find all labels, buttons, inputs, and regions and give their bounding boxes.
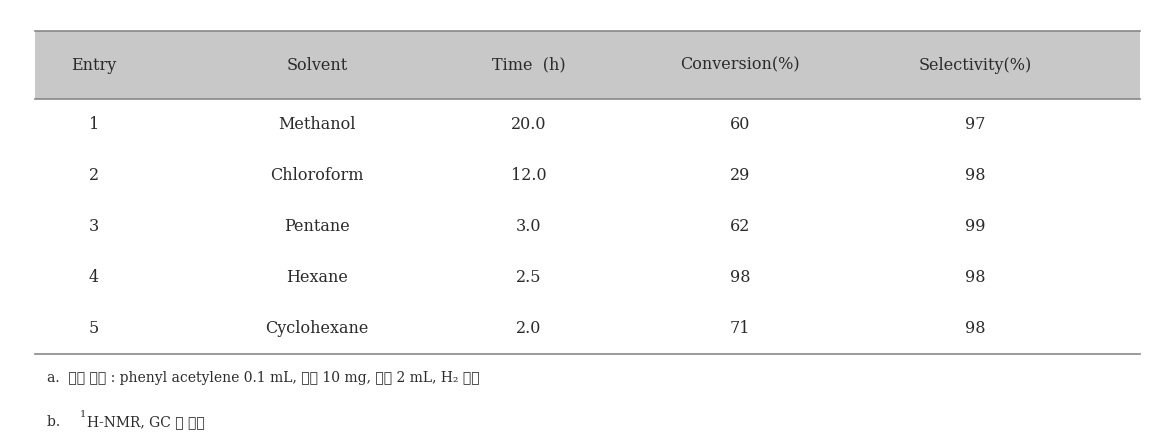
Text: 98: 98 bbox=[730, 269, 751, 286]
Text: b.: b. bbox=[47, 415, 69, 429]
Text: 1: 1 bbox=[89, 116, 99, 133]
Text: 98: 98 bbox=[965, 167, 986, 184]
Text: 2: 2 bbox=[89, 167, 99, 184]
Text: 62: 62 bbox=[730, 218, 751, 235]
Text: H-NMR, GC 로 확인: H-NMR, GC 로 확인 bbox=[87, 415, 204, 429]
Text: 1: 1 bbox=[80, 410, 86, 419]
Text: 3: 3 bbox=[89, 218, 99, 235]
Text: 29: 29 bbox=[730, 167, 751, 184]
Text: a.  반응 조건 : phenyl acetylene 0.1 mL, 촉매 10 mg, 용매 2 mL, H₂ 풍선: a. 반응 조건 : phenyl acetylene 0.1 mL, 촉매 1… bbox=[47, 371, 479, 385]
Text: 71: 71 bbox=[730, 320, 751, 337]
Text: 4: 4 bbox=[89, 269, 99, 286]
Text: 2.5: 2.5 bbox=[516, 269, 542, 286]
Text: 97: 97 bbox=[965, 116, 986, 133]
Text: 20.0: 20.0 bbox=[511, 116, 546, 133]
Text: Time  (h): Time (h) bbox=[492, 57, 565, 74]
Text: 98: 98 bbox=[965, 320, 986, 337]
Text: 98: 98 bbox=[965, 269, 986, 286]
Text: Conversion(%): Conversion(%) bbox=[680, 57, 800, 74]
Text: Methanol: Methanol bbox=[278, 116, 356, 133]
Text: 60: 60 bbox=[730, 116, 751, 133]
Text: Hexane: Hexane bbox=[287, 269, 348, 286]
Text: Selectivity(%): Selectivity(%) bbox=[919, 57, 1032, 74]
Text: 5: 5 bbox=[89, 320, 99, 337]
Text: 12.0: 12.0 bbox=[511, 167, 546, 184]
Text: 3.0: 3.0 bbox=[516, 218, 542, 235]
Text: Cyclohexane: Cyclohexane bbox=[266, 320, 369, 337]
Text: Pentane: Pentane bbox=[284, 218, 350, 235]
Text: 99: 99 bbox=[965, 218, 986, 235]
Text: Entry: Entry bbox=[72, 57, 116, 74]
Bar bbox=[35, 31, 1140, 99]
Text: Solvent: Solvent bbox=[287, 57, 348, 74]
Text: Chloroform: Chloroform bbox=[270, 167, 364, 184]
Text: 2.0: 2.0 bbox=[516, 320, 542, 337]
